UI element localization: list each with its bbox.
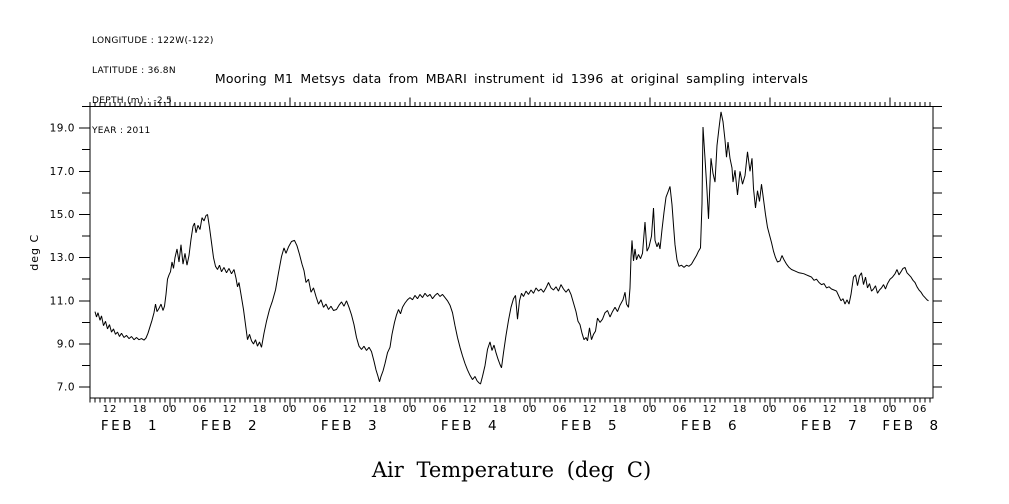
day-tick-label: FEB 2 [201,418,259,434]
hour-tick-label: 18 [853,404,868,415]
hour-tick-label: 12 [823,404,838,415]
hour-tick-label: 12 [103,404,118,415]
year-label: YEAR : 2011 [92,126,151,136]
hour-tick-label: 06 [433,404,448,415]
hour-tick-label: 06 [553,404,568,415]
hour-tick-label: 00 [403,404,418,415]
hour-tick-label: 00 [163,404,178,415]
hour-tick-label: 06 [673,404,688,415]
x-axis-title: Air Temperature (deg C) [371,458,652,482]
hour-tick-label: 12 [583,404,598,415]
hour-tick-label: 18 [493,404,508,415]
hour-tick-label: 06 [913,404,928,415]
hour-tick-label: 00 [883,404,898,415]
hour-tick-label: 18 [733,404,748,415]
day-tick-label: FEB 4 [441,418,499,434]
day-tick-label: FEB 7 [801,418,859,434]
depth-label: DEPTH (m) : -2.5 [92,96,173,106]
hour-tick-label: 06 [793,404,808,415]
hour-tick-label: 00 [763,404,778,415]
y-tick-label: 19.0 [50,123,75,135]
y-axis-label: deg C [28,234,41,271]
y-tick-label: 7.0 [57,382,75,394]
chart-title: Mooring M1 Metsys data from MBARI instru… [214,71,809,86]
hour-tick-label: 06 [193,404,208,415]
day-tick-label: FEB 3 [321,418,379,434]
hour-tick-label: 18 [133,404,148,415]
station-info-block: LONGITUDE : 122W(-122) LATITUDE : 36.8N … [92,16,214,156]
y-tick-label: 15.0 [50,209,75,221]
hour-tick-label: 12 [343,404,358,415]
day-tick-label: FEB 1 [101,418,159,434]
hour-tick-label: 00 [283,404,298,415]
hour-tick-label: 00 [643,404,658,415]
hour-tick-label: 18 [253,404,268,415]
day-tick-label: FEB 6 [681,418,739,434]
axes [79,97,942,407]
latitude-label: LATITUDE : 36.8N [92,66,176,76]
day-tick-label: FEB 5 [561,418,619,434]
y-tick-label: 9.0 [57,339,75,351]
hour-tick-label: 12 [463,404,478,415]
y-tick-label: 13.0 [50,252,75,264]
hour-tick-label: 18 [373,404,388,415]
hour-tick-label: 06 [313,404,328,415]
axis-labels: 7.0 9.0 11.0 13.0 15.0 17.0 19.0 deg C 12 18 00 06 1… [28,123,940,434]
longitude-label: LONGITUDE : 122W(-122) [92,36,214,46]
temperature-series-line [94,111,929,385]
hour-tick-label: 00 [523,404,538,415]
hour-tick-label: 12 [703,404,718,415]
y-tick-label: 17.0 [50,166,75,178]
day-tick-label: FEB 8 [882,418,940,434]
hour-tick-label: 18 [613,404,628,415]
y-tick-label: 11.0 [50,295,75,307]
hour-tick-label: 12 [223,404,238,415]
